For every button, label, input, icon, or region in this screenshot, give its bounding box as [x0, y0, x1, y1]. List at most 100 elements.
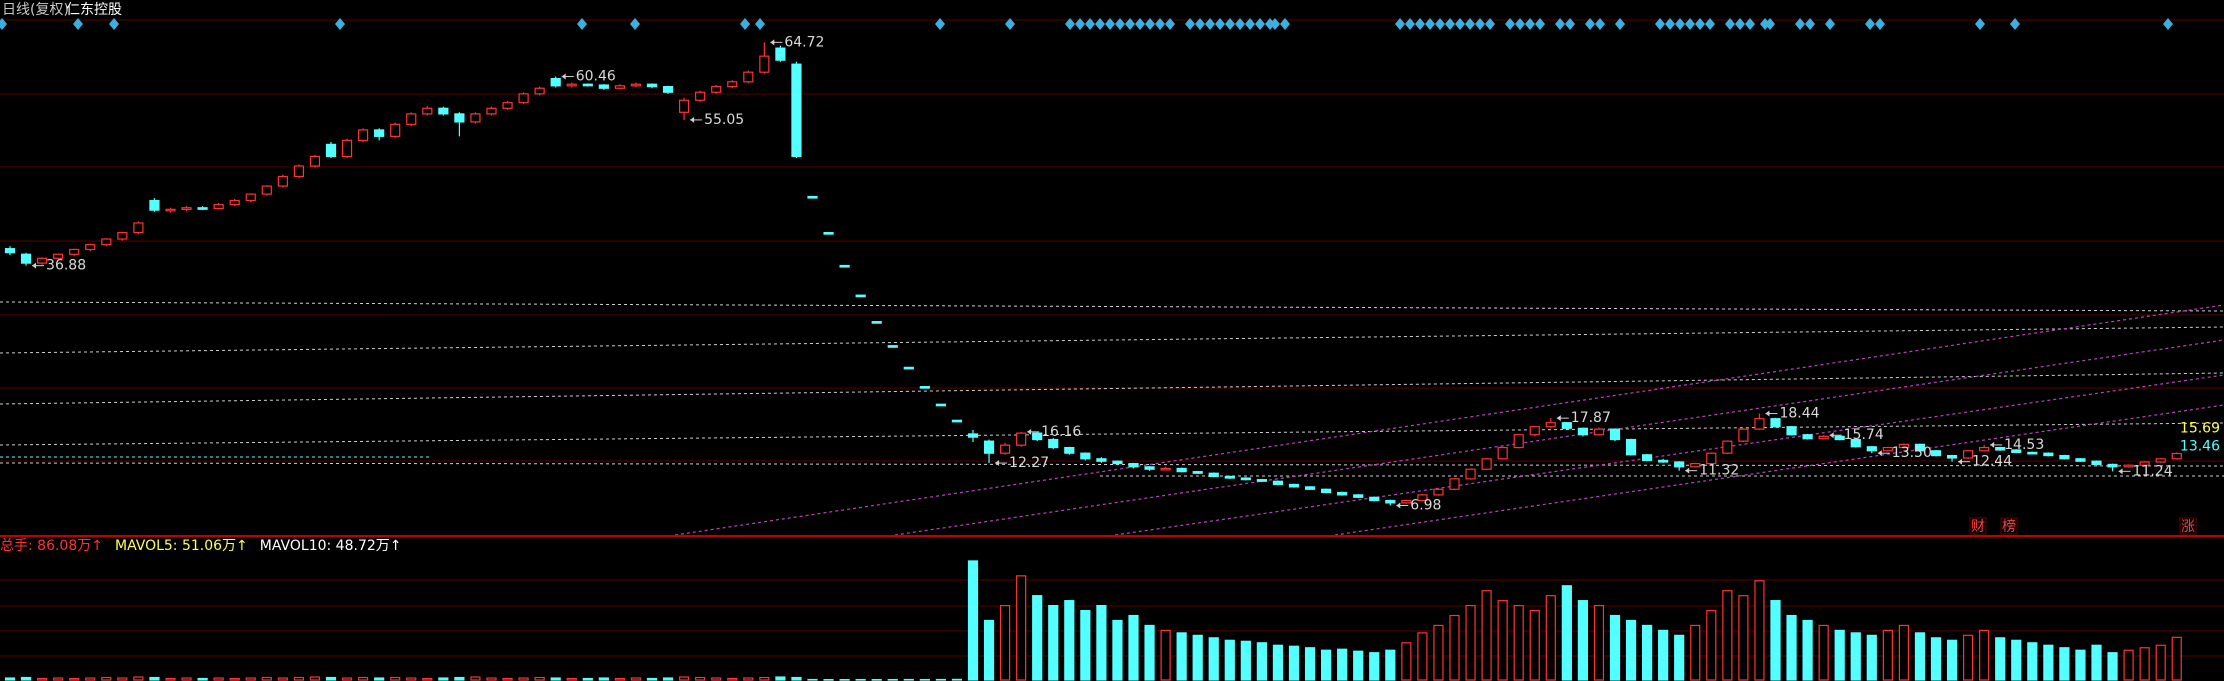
- candle-body: [1465, 468, 1476, 480]
- volume-bar: [1995, 637, 2006, 681]
- candle-body: [325, 143, 337, 158]
- volume-bar: [1128, 614, 1139, 681]
- candle-body: [951, 419, 963, 423]
- signal-diamond: [1395, 18, 1405, 30]
- volume-bar: [1946, 639, 1958, 681]
- candle-body: [919, 386, 930, 389]
- candle-body: [390, 123, 401, 137]
- candle-body: [999, 444, 1011, 454]
- candle-body: [1818, 435, 1829, 440]
- volume-bar: [197, 677, 208, 681]
- annotation-arrowhead: [770, 39, 775, 46]
- volume-bar: [422, 677, 433, 681]
- signal-diamond: [1155, 18, 1165, 30]
- annotation-arrowhead: [1958, 458, 1963, 465]
- volume-bar: [261, 676, 272, 681]
- volume-bar: [951, 678, 963, 681]
- candle-body: [181, 207, 192, 210]
- volume-bar: [149, 676, 160, 681]
- volume-bar: [1417, 632, 1428, 681]
- candle-body: [1481, 458, 1492, 470]
- candle-body: [1337, 491, 1348, 496]
- candle-body: [101, 238, 112, 246]
- signal-diamond: [2010, 18, 2020, 30]
- candle-body: [1048, 438, 1059, 449]
- volume-legend: MAVOL5: 51.06万↑: [115, 538, 248, 554]
- candle-body: [839, 264, 850, 268]
- candle-body: [903, 366, 914, 370]
- signal-diamond: [1195, 18, 1205, 30]
- volume-bar: [678, 676, 690, 681]
- candle-body: [2043, 452, 2054, 457]
- volume-bar: [759, 676, 770, 681]
- candle-body: [1995, 446, 2006, 451]
- right-price-label: 15.69: [2180, 421, 2220, 437]
- signal-diamond: [1245, 18, 1255, 30]
- candle-body: [1513, 434, 1524, 449]
- volume-bar: [101, 676, 112, 681]
- candle-body: [117, 232, 128, 240]
- candle-body: [775, 47, 786, 61]
- volume-bar: [791, 676, 802, 681]
- volume-bar: [181, 677, 192, 681]
- volume-bar: [1706, 609, 1717, 681]
- signal-diamond: [1655, 18, 1665, 30]
- signal-diamond: [1425, 18, 1435, 30]
- candle-body: [1497, 446, 1508, 460]
- volume-bar: [1866, 634, 1877, 681]
- signal-diamond: [1095, 18, 1105, 30]
- candle-body: [1898, 443, 1910, 449]
- candle-body: [1962, 450, 1974, 459]
- candle-body: [1096, 458, 1107, 462]
- candle-body: [1353, 494, 1364, 498]
- volume-bar: [2075, 649, 2086, 681]
- annotation-arrowhead: [1396, 502, 1401, 509]
- candle-body: [743, 71, 754, 83]
- signal-diamond: [1185, 18, 1195, 30]
- candle-body: [1866, 446, 1877, 452]
- volume-bar: [1738, 595, 1749, 681]
- volume-bar: [1529, 609, 1540, 681]
- volume-bar: [309, 676, 321, 681]
- volume-bar: [2107, 652, 2118, 681]
- candle-body: [1690, 463, 1701, 468]
- signal-diamond: [1085, 18, 1095, 30]
- candle-body: [1401, 499, 1412, 504]
- signal-diamond: [335, 18, 345, 30]
- volume-bar: [2043, 644, 2054, 681]
- candle-body: [20, 253, 32, 264]
- volume-bar: [1641, 624, 1653, 681]
- candle-body: [1641, 454, 1653, 462]
- candle-body: [1946, 454, 1958, 459]
- signal-diamond: [1525, 18, 1535, 30]
- signal-diamond: [1115, 18, 1125, 30]
- signal-diamond: [935, 18, 945, 30]
- signal-diamond: [1255, 18, 1265, 30]
- candle-body: [727, 81, 738, 88]
- volume-bar: [1160, 629, 1171, 681]
- annotation-arrowhead: [32, 262, 37, 269]
- candle-body: [823, 232, 834, 235]
- annotation-arrowhead: [561, 73, 566, 80]
- volume-bar: [1962, 634, 1974, 681]
- signal-diamond: [1725, 18, 1735, 30]
- candle-body: [149, 199, 160, 211]
- candle-body: [1064, 446, 1075, 454]
- candle-body: [791, 63, 802, 158]
- candle-body: [1802, 434, 1813, 440]
- volume-bar: [277, 677, 288, 681]
- candle-body: [871, 321, 882, 324]
- volume-bar: [1032, 595, 1043, 681]
- volume-bar: [711, 677, 722, 681]
- volume-bar: [1802, 619, 1813, 681]
- volume-bar: [630, 677, 642, 681]
- signal-diamond: [1585, 18, 1595, 30]
- candle-body: [1722, 440, 1733, 454]
- volume-bar: [566, 677, 577, 681]
- volume-bar: [1818, 624, 1829, 681]
- candle-body: [967, 433, 979, 438]
- signal-diamond: [1875, 18, 1885, 30]
- volume-bar: [390, 676, 401, 681]
- signal-diamond: [1825, 18, 1835, 30]
- volume-bar: [743, 677, 754, 681]
